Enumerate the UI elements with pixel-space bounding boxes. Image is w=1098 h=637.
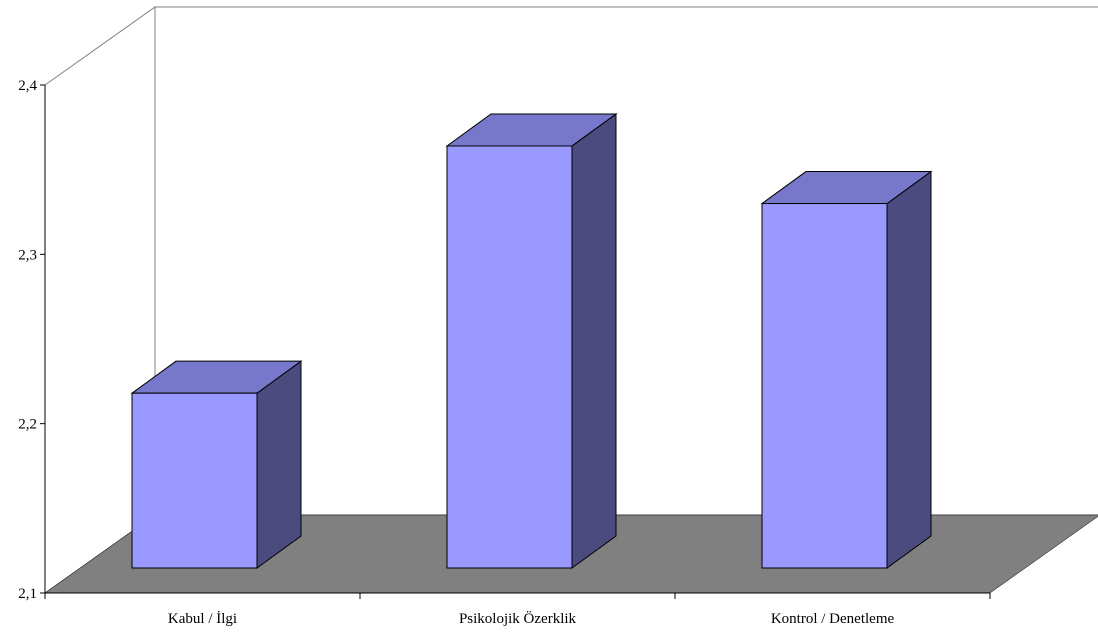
- bar-front: [131, 392, 258, 569]
- x-category-label: Psikolojik Özerklik: [459, 610, 577, 627]
- back-wall: [154, 6, 1098, 516]
- bar: [445, 112, 618, 569]
- y-tick-label: 2,4: [18, 78, 37, 94]
- bars: [130, 112, 933, 569]
- bar-front: [446, 145, 573, 569]
- y-axis-ticks: 2,1 2,2 2,3 2,4: [18, 78, 45, 602]
- bar-front: [761, 203, 888, 569]
- bar: [130, 360, 303, 569]
- y-tick-label: 2,2: [18, 417, 37, 433]
- chart-walls: [44, 6, 1098, 594]
- bar-side: [886, 170, 932, 569]
- y-tick-label: 2,3: [18, 247, 37, 263]
- bar-side: [571, 112, 617, 569]
- x-axis-categories: Kabul / İlgi Psikolojik Özerklik Kontrol /…: [168, 610, 895, 627]
- y-tick-label: 2,1: [18, 586, 37, 602]
- x-category-label: Kontrol / Denetleme: [771, 611, 895, 627]
- bar: [760, 170, 933, 569]
- x-category-label: Kabul / İlgi: [168, 611, 237, 627]
- axes: [44, 85, 991, 599]
- bar-side: [256, 360, 302, 569]
